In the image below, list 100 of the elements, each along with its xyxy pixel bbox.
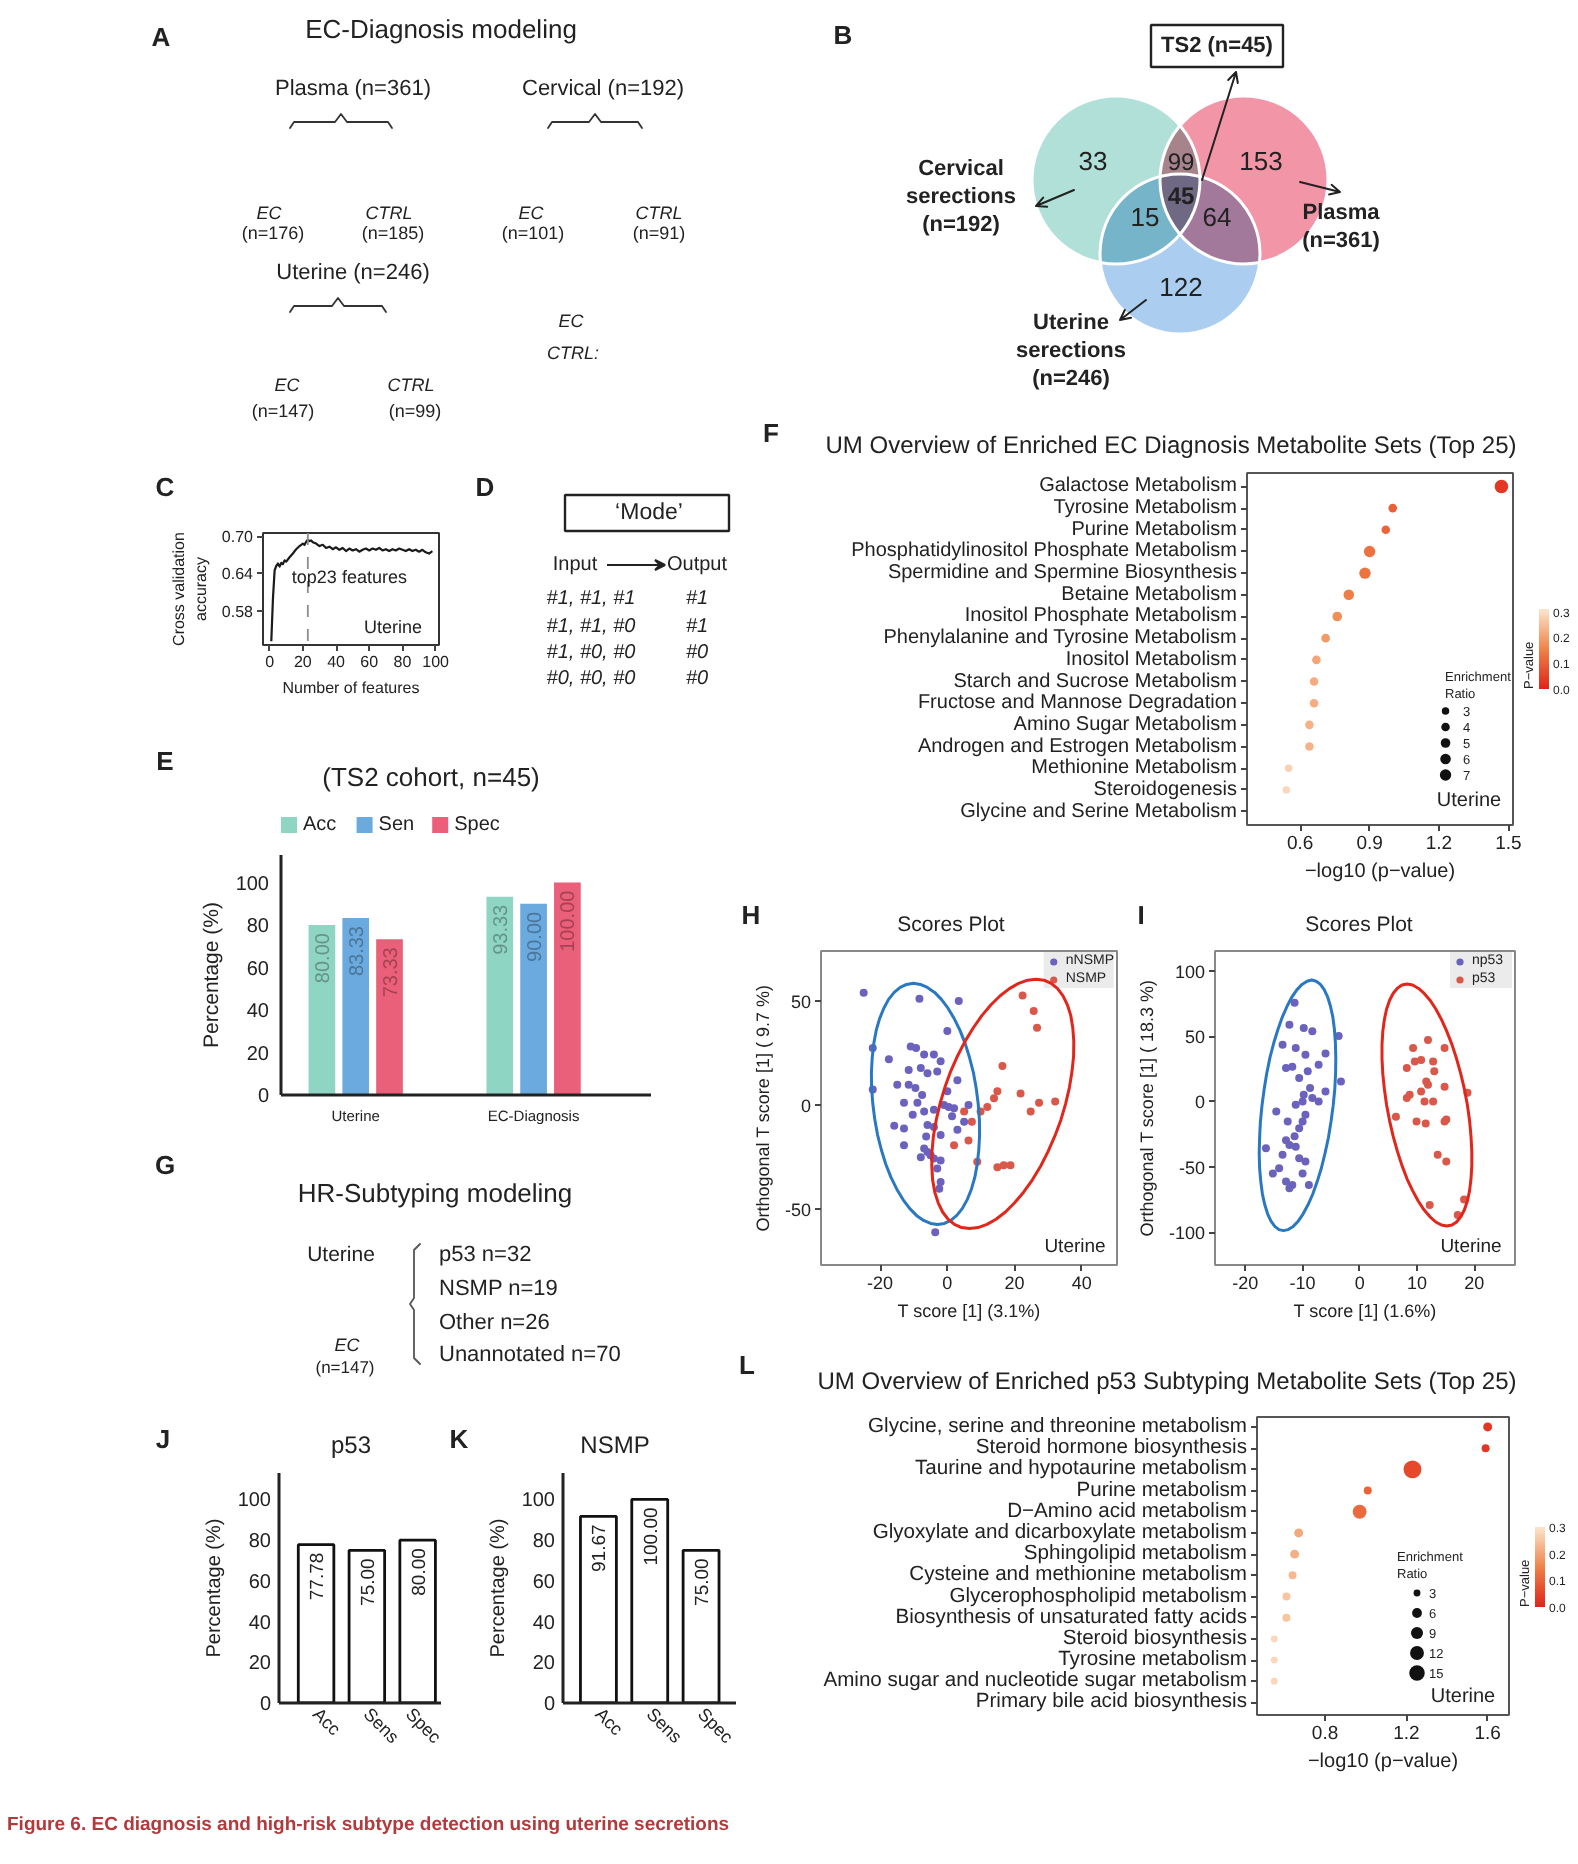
point <box>1301 1110 1310 1119</box>
point <box>948 1112 957 1121</box>
text: TS2 (n=45) <box>1161 34 1274 58</box>
point <box>916 1153 925 1162</box>
data-label: 83.33 <box>346 925 369 977</box>
text: #1 <box>685 588 709 610</box>
x-tick-label: 0.6 <box>1286 833 1314 855</box>
data-label: 90.00 <box>524 910 547 962</box>
y-tick-label: Steroidogenesis <box>1093 778 1238 801</box>
y-tick-label: Galactose Metabolism <box>1039 475 1238 498</box>
point <box>1301 1050 1310 1059</box>
text: 64 <box>1202 202 1232 232</box>
text: L <box>739 1350 756 1380</box>
y-tick-label: Methionine Metabolism <box>1031 757 1237 780</box>
text: HR-Subtyping modeling <box>297 1178 573 1208</box>
point <box>960 1117 969 1126</box>
point <box>983 1102 992 1111</box>
bar <box>486 896 514 1095</box>
point <box>912 1043 921 1052</box>
y-tick-label: Tyrosine metabolism <box>1058 1649 1247 1672</box>
y-tick-label: Inositol Phosphate Metabolism <box>964 605 1237 628</box>
y-tick-label: Phosphatidylinositol Phosphate Metabolism <box>851 540 1237 563</box>
point <box>920 1107 929 1116</box>
y-axis-title: Percentage (%) <box>199 902 224 1048</box>
point <box>1412 1117 1421 1126</box>
y-tick-label: Glycine and Serine Metabolism <box>960 800 1238 823</box>
y-tick-label: 20 <box>532 1653 556 1676</box>
point <box>1016 1089 1025 1098</box>
point <box>1291 1100 1300 1109</box>
text: (n=176) <box>241 223 305 243</box>
text: (n=185) <box>361 223 425 243</box>
point <box>950 1104 959 1113</box>
x-tick-label: 0.9 <box>1356 833 1383 855</box>
text: NSMP n=19 <box>439 1277 558 1301</box>
text: Input <box>552 554 598 576</box>
text: #1, #0, #0 <box>546 642 637 664</box>
text: 122 <box>1159 272 1203 302</box>
point <box>1285 1020 1294 1029</box>
y-tick-label: 60 <box>246 958 270 981</box>
point <box>1281 1064 1290 1073</box>
x-tick-label: -20 <box>867 1273 894 1293</box>
point <box>936 1156 945 1165</box>
data-label: 91.67 <box>589 1524 612 1572</box>
y-tick-label: 40 <box>532 1612 556 1635</box>
data-label: 75.00 <box>692 1558 715 1606</box>
point <box>1440 1044 1449 1053</box>
point <box>936 1131 945 1140</box>
point <box>1314 1060 1323 1069</box>
legend-label: Acc <box>303 814 337 836</box>
x-tick-label: -10 <box>1289 1273 1316 1293</box>
y-tick-label: 50 <box>1184 1027 1206 1048</box>
y-tick-label: 100 <box>521 1490 556 1513</box>
point <box>1291 1142 1300 1151</box>
y-tick-label: Betaine Metabolism <box>1061 583 1238 606</box>
text: EC <box>518 203 545 223</box>
point <box>933 1067 942 1076</box>
x-tick-label: 0.8 <box>1311 1723 1339 1745</box>
point <box>1417 1087 1426 1096</box>
x-tick-label: 80 <box>393 653 413 671</box>
y-tick-label: -100 <box>1168 1223 1205 1244</box>
y-tick-label: 0.58 <box>221 602 255 621</box>
x-axis-title: Number of features <box>282 679 420 697</box>
point <box>893 1080 902 1089</box>
text: I <box>1137 900 1145 930</box>
y-axis-title: Cross validation accuracy <box>170 532 210 646</box>
text: EC-Diagnosis modeling <box>305 14 577 44</box>
point <box>953 1076 962 1085</box>
data-label: 75.00 <box>357 1558 380 1606</box>
y-tick-label: Cysteine and methionine metabolism <box>909 1564 1247 1587</box>
text: Unannotated n=70 <box>439 1343 621 1367</box>
x-tick-label: 1.5 <box>1495 833 1522 855</box>
text: #0 <box>685 642 709 664</box>
text: Plasma (n=361) <box>275 77 431 101</box>
point <box>954 996 963 1005</box>
text: Figure 6. EC diagnosis and high-risk subtype detection using uterine secretions <box>7 1814 730 1836</box>
point <box>904 1065 913 1074</box>
point <box>1430 1067 1439 1076</box>
text: Plasma (n=361) <box>1302 201 1382 253</box>
point <box>1268 1169 1277 1178</box>
point <box>1298 1117 1307 1126</box>
x-axis-title: −log10 (p−value) <box>1307 1751 1459 1773</box>
point <box>929 1105 938 1114</box>
y-tick-label: 80 <box>248 1531 272 1554</box>
text: (n=99) <box>388 401 442 421</box>
y-tick-label: 80 <box>246 916 270 939</box>
point <box>1278 1150 1287 1159</box>
point <box>1298 1097 1307 1106</box>
text: B <box>833 20 853 50</box>
y-axis-title: Orthogonal T score [1] ( 18.3 %) <box>1136 980 1157 1237</box>
y-tick-label: 0.70 <box>221 528 255 547</box>
point <box>1029 1006 1038 1015</box>
y-tick-label: Androgen and Estrogen Metabolism <box>917 735 1238 758</box>
point <box>1290 1132 1299 1141</box>
text: Uterine (n=246) <box>276 261 430 285</box>
x-axis-title: T score [1] (3.1%) <box>897 1301 1041 1321</box>
point <box>1314 1097 1323 1106</box>
text: CTRL <box>365 203 413 223</box>
y-tick-label: 100 <box>1174 961 1206 982</box>
point <box>923 1069 932 1078</box>
point <box>913 1098 922 1107</box>
